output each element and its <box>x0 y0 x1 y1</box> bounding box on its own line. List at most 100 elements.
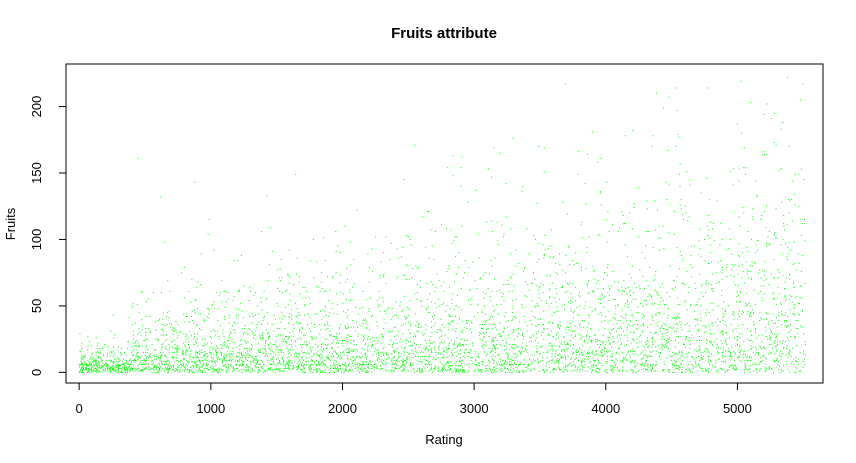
data-point <box>249 354 251 356</box>
data-point <box>224 358 225 360</box>
data-point <box>708 229 710 231</box>
data-point <box>492 350 494 352</box>
data-point <box>666 342 668 344</box>
data-point <box>790 336 792 337</box>
data-point <box>160 196 162 198</box>
data-point <box>644 349 646 351</box>
data-point <box>733 350 734 352</box>
data-point <box>509 365 511 367</box>
data-point <box>490 350 492 352</box>
data-point <box>594 309 596 311</box>
data-point <box>334 359 336 361</box>
data-point <box>712 302 714 304</box>
data-point <box>592 131 594 133</box>
data-point <box>543 338 545 340</box>
data-point <box>164 354 166 356</box>
data-point <box>548 322 549 324</box>
data-point <box>237 322 239 324</box>
data-point <box>109 351 111 353</box>
data-point <box>725 333 727 335</box>
data-point <box>583 366 585 368</box>
data-point <box>599 191 601 193</box>
data-point <box>785 341 787 343</box>
data-point <box>429 369 431 371</box>
data-point <box>151 363 153 365</box>
data-point <box>432 284 434 286</box>
data-point <box>206 365 208 367</box>
data-point <box>177 349 179 351</box>
data-point <box>115 366 116 368</box>
data-point <box>518 350 520 352</box>
data-point <box>436 370 438 372</box>
data-point <box>601 314 603 316</box>
data-point <box>607 264 609 266</box>
data-point <box>740 80 742 82</box>
data-point <box>398 257 400 259</box>
data-point <box>460 369 461 371</box>
data-point <box>537 362 539 364</box>
data-point <box>782 340 784 341</box>
data-point <box>788 353 790 355</box>
data-point <box>275 349 277 351</box>
data-point <box>137 342 139 344</box>
data-point <box>363 361 365 363</box>
data-point <box>115 358 117 360</box>
data-point <box>490 260 492 262</box>
data-point <box>562 269 564 271</box>
data-point <box>224 365 225 367</box>
data-point <box>675 145 677 147</box>
data-point <box>483 274 485 276</box>
data-point <box>252 332 254 333</box>
data-point <box>580 224 582 226</box>
data-point <box>310 359 312 361</box>
data-point <box>141 369 142 371</box>
data-point <box>722 361 724 363</box>
data-point <box>634 359 636 361</box>
data-point <box>626 359 628 361</box>
data-point <box>658 345 660 347</box>
data-point <box>263 363 265 365</box>
data-point <box>148 363 150 365</box>
data-point <box>473 316 475 317</box>
data-point <box>224 318 226 320</box>
data-point <box>730 365 732 367</box>
data-point <box>784 321 786 323</box>
data-point <box>402 361 404 363</box>
data-point <box>175 347 177 349</box>
data-point <box>480 328 482 329</box>
data-point <box>185 367 186 369</box>
data-point <box>208 361 210 363</box>
data-point <box>777 361 779 363</box>
data-point <box>526 296 528 298</box>
data-point <box>737 345 738 347</box>
data-point <box>438 366 440 368</box>
data-point <box>663 361 665 363</box>
data-point <box>492 371 494 373</box>
data-point <box>554 369 556 371</box>
data-point <box>503 330 505 332</box>
data-point <box>324 371 326 373</box>
data-point <box>501 365 503 367</box>
data-point <box>445 351 447 353</box>
data-point <box>651 346 653 348</box>
data-point <box>580 349 582 351</box>
data-point <box>267 322 269 324</box>
data-point <box>190 370 192 372</box>
data-point <box>536 347 538 349</box>
data-point <box>646 354 648 356</box>
data-point <box>722 357 724 359</box>
data-point <box>229 317 231 319</box>
data-point <box>409 345 411 347</box>
data-point <box>705 292 707 294</box>
data-point <box>734 351 736 353</box>
data-point <box>273 362 275 364</box>
data-point <box>433 318 434 320</box>
data-point <box>769 337 771 339</box>
data-point <box>259 338 261 340</box>
data-point <box>580 269 582 271</box>
data-point <box>692 366 694 368</box>
data-point <box>589 306 591 308</box>
data-point <box>789 273 791 275</box>
data-point <box>171 355 173 357</box>
data-point <box>490 338 492 340</box>
